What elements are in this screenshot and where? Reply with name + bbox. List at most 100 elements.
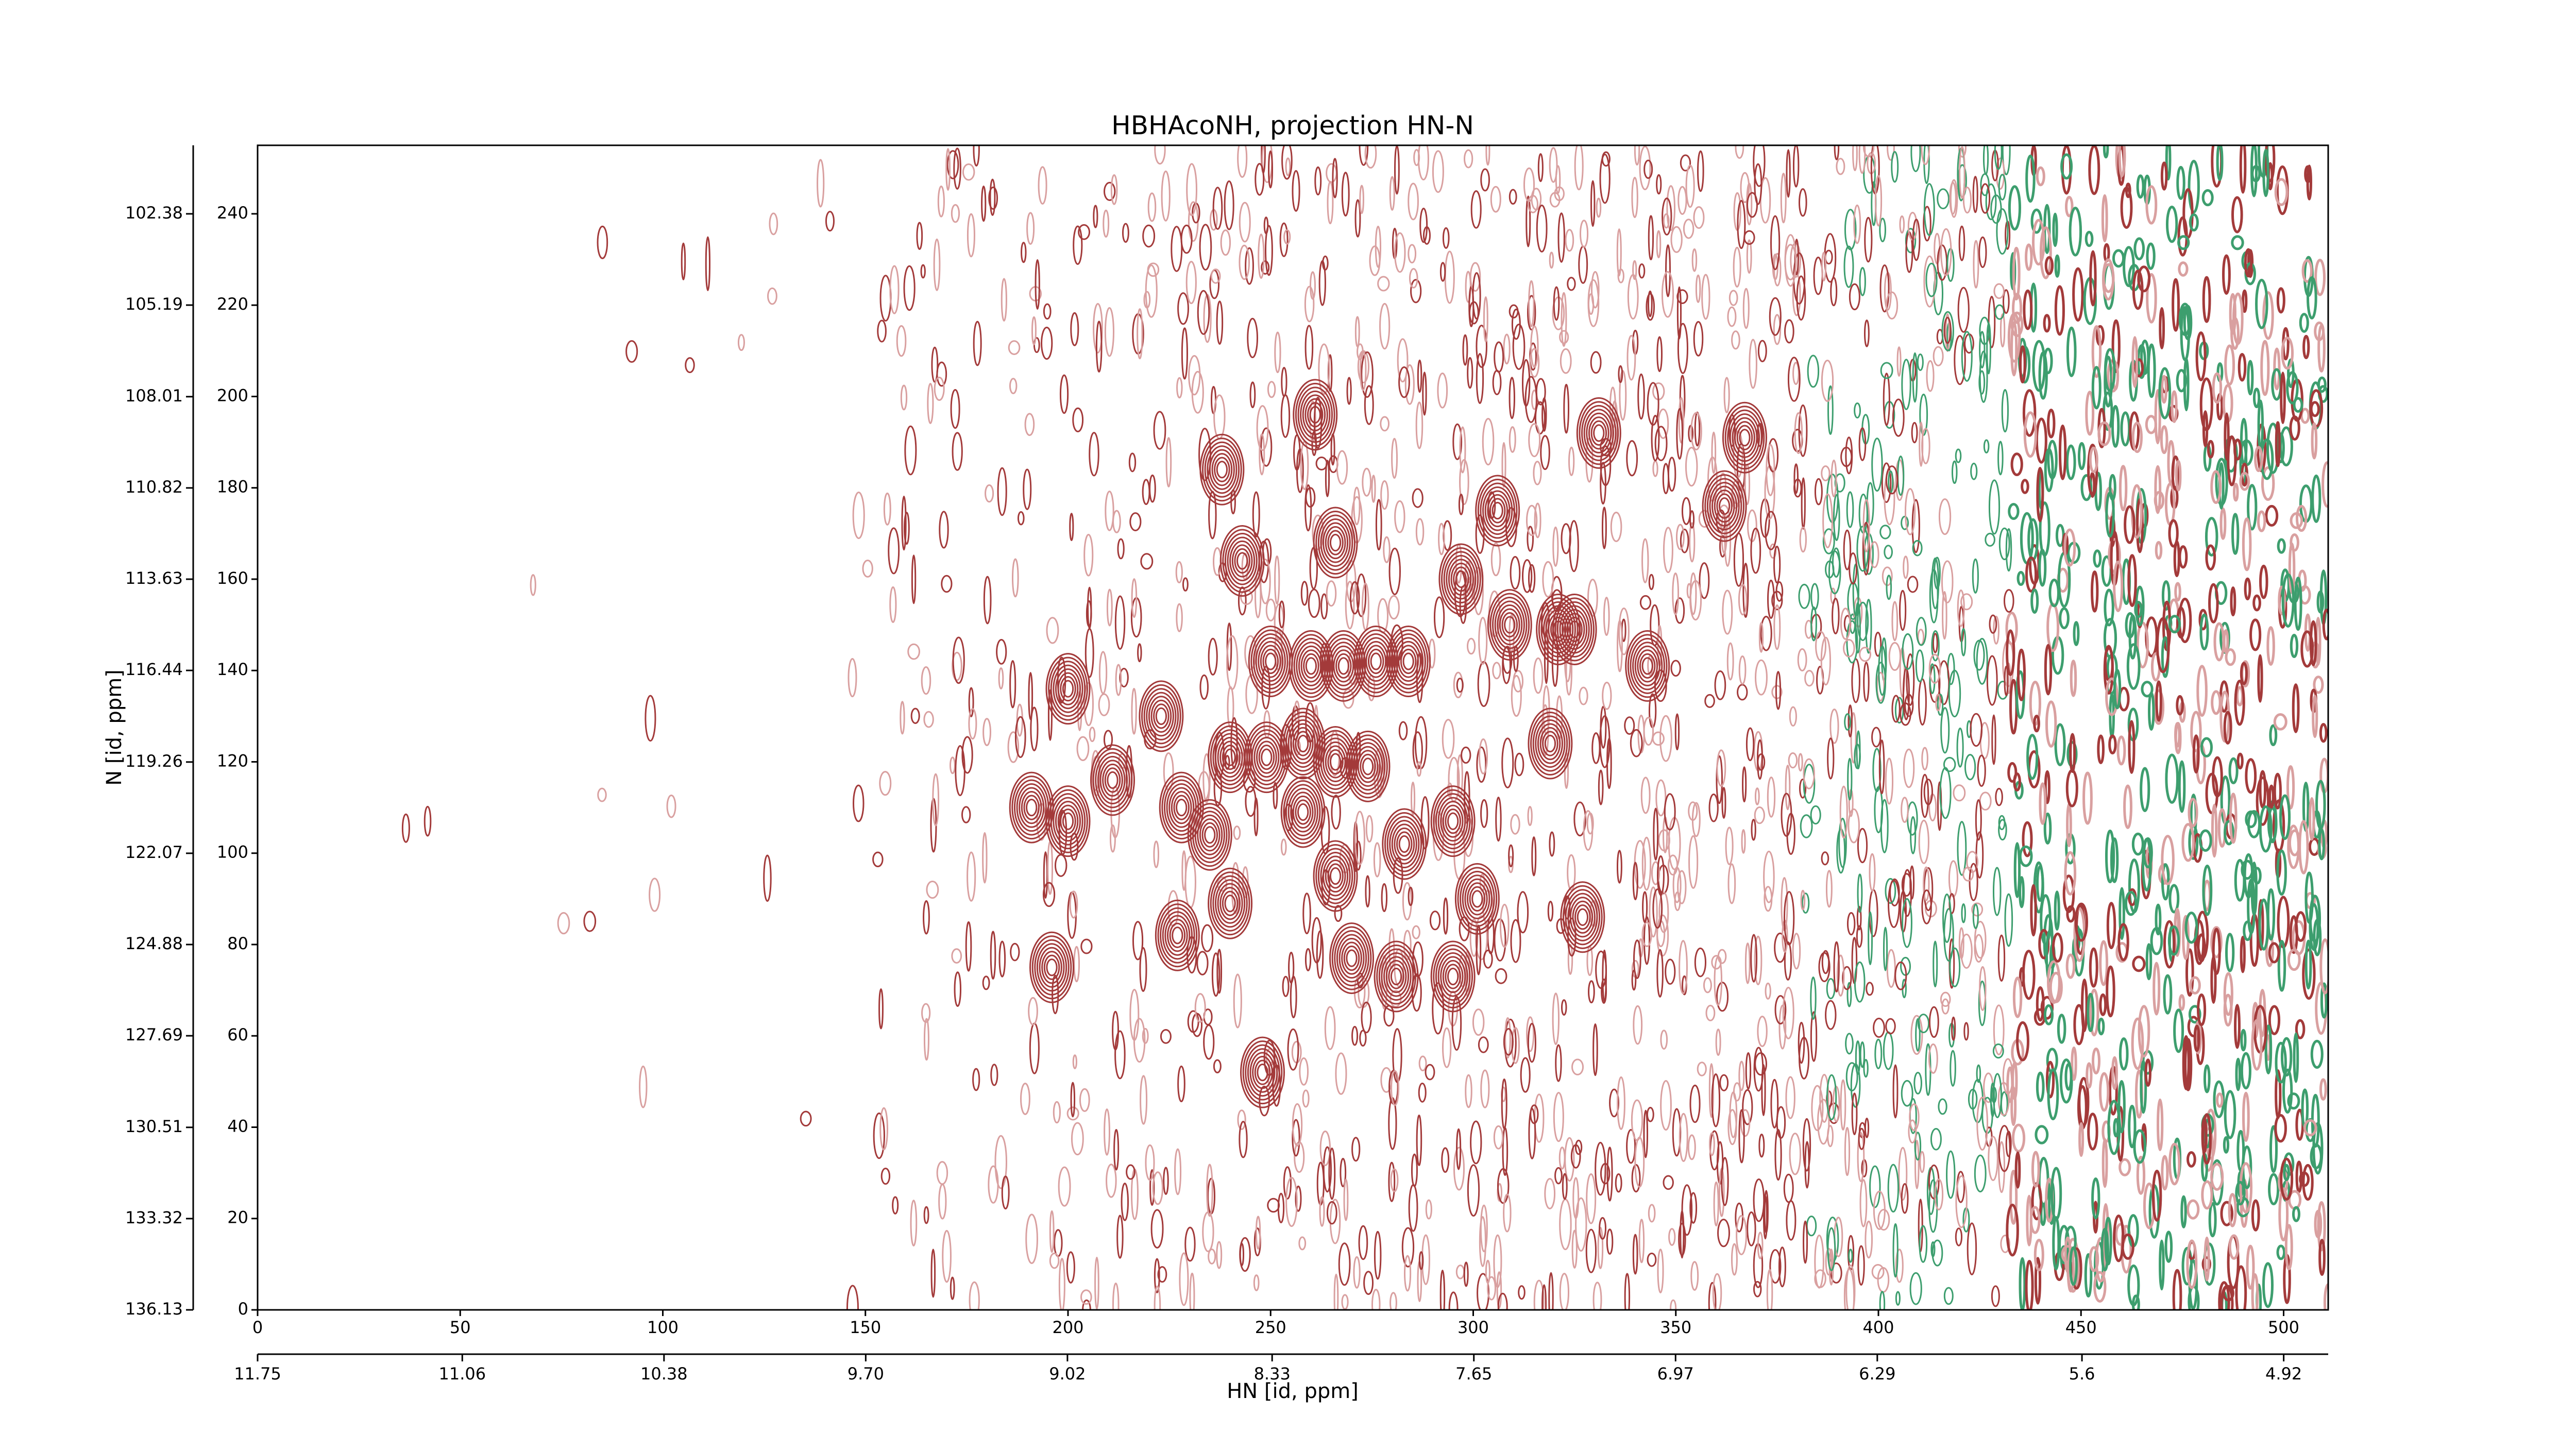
noise-contour: [1238, 586, 1247, 616]
contour-ring: [1577, 908, 1589, 926]
noise-contour: [2071, 1247, 2082, 1290]
noise-contour: [1677, 323, 1688, 374]
contour-ring: [1317, 848, 1353, 904]
noise-contour: [1641, 921, 1652, 948]
contour-ring: [1480, 482, 1515, 539]
noise-contour: [1095, 321, 1103, 373]
noise-contour: [1444, 250, 1455, 304]
y2-tick-label: 110.82: [125, 477, 183, 497]
noise-contour: [1658, 891, 1669, 933]
noise-contour: [961, 736, 973, 774]
contour-ring: [1455, 570, 1467, 588]
noise-contour: [1304, 325, 1314, 370]
noise-contour: [904, 425, 917, 476]
contour-ring: [1435, 948, 1471, 1005]
noise-contour: [1008, 340, 1021, 355]
noise-contour: [1750, 934, 1758, 983]
noise-contour: [952, 432, 963, 471]
contour-ring: [1494, 600, 1525, 649]
noise-contour: [1480, 1204, 1488, 1253]
noise-contour: [2225, 648, 2236, 666]
noise-contour: [1972, 558, 1979, 594]
noise-contour: [1857, 873, 1863, 913]
noise-contour: [1858, 427, 1867, 461]
noise-contour: [1327, 180, 1334, 225]
contour-ring: [1157, 903, 1198, 968]
noise-contour: [1591, 271, 1600, 309]
contour-ring: [1214, 879, 1246, 928]
noise-contour: [1483, 296, 1488, 343]
noise-contour: [1411, 1153, 1418, 1187]
noise-contour: [1930, 1241, 1936, 1257]
contour-ring: [1283, 780, 1324, 844]
noise-contour: [1659, 715, 1672, 762]
noise-contour: [1478, 1036, 1489, 1053]
noise-contour: [2232, 482, 2239, 502]
noise-contour: [1353, 1256, 1361, 1289]
noise-layer: [401, 145, 2328, 1310]
noise-contour: [896, 325, 907, 357]
contour-ring: [1321, 630, 1366, 702]
noise-contour: [2314, 1209, 2323, 1239]
noise-contour: [2089, 988, 2099, 1037]
noise-contour: [942, 1229, 952, 1283]
contour-ring: [1442, 959, 1464, 993]
noise-contour: [1675, 524, 1685, 550]
noise-contour: [1510, 814, 1520, 835]
contour-ring: [1535, 719, 1566, 768]
noise-contour: [1842, 966, 1852, 990]
noise-contour: [1318, 343, 1330, 395]
noise-contour: [1844, 1127, 1851, 1176]
noise-contour: [1903, 748, 1915, 788]
noise-contour: [1639, 145, 1651, 191]
noise-contour: [1220, 229, 1231, 256]
noise-contour: [1892, 398, 1905, 437]
contour-ring: [1353, 625, 1399, 697]
noise-contour: [2287, 949, 2301, 971]
noise-contour: [1716, 755, 1723, 804]
noise-contour: [1949, 947, 1961, 987]
noise-contour: [2025, 1259, 2034, 1310]
contour-ring: [1706, 478, 1742, 534]
noise-contour: [1731, 1243, 1738, 1276]
contour-ring: [1260, 645, 1281, 678]
noise-contour: [2242, 1091, 2250, 1142]
contour-ring: [1328, 642, 1359, 690]
noise-contour: [1689, 580, 1702, 621]
contour-ring: [1296, 642, 1327, 690]
noise-contour: [1106, 588, 1113, 627]
noise-contour: [1391, 1070, 1400, 1106]
contour-ring: [1325, 526, 1346, 560]
noise-contour: [1826, 978, 1836, 1000]
noise-contour: [1926, 360, 1935, 392]
contour-ring: [1398, 645, 1419, 678]
noise-contour: [1561, 999, 1567, 1016]
noise-contour: [2213, 1080, 2225, 1118]
peak: [1722, 401, 1767, 474]
noise-contour: [2132, 269, 2144, 310]
noise-contour: [1714, 670, 1726, 700]
noise-contour: [1721, 787, 1726, 819]
contour-ring: [1528, 707, 1573, 780]
noise-contour: [2107, 1100, 2121, 1155]
noise-contour: [1028, 672, 1033, 720]
contour-ring: [1326, 637, 1362, 694]
noise-contour: [1467, 637, 1476, 655]
noise-contour: [1552, 992, 1560, 1046]
noise-contour: [1637, 373, 1645, 420]
noise-contour: [1265, 598, 1276, 622]
noise-contour: [1754, 806, 1765, 824]
noise-contour: [2269, 724, 2278, 746]
noise-contour: [1991, 1285, 2000, 1307]
contour-ring: [1217, 737, 1243, 778]
contour-ring: [1292, 795, 1314, 829]
noise-contour: [1904, 488, 1916, 535]
noise-contour: [1995, 787, 2003, 806]
noise-contour: [1716, 749, 1726, 787]
noise-contour: [2223, 629, 2229, 654]
noise-contour: [1559, 1273, 1570, 1310]
noise-contour: [2099, 993, 2107, 1016]
contour-ring: [1057, 804, 1079, 838]
noise-contour: [1757, 340, 1767, 362]
